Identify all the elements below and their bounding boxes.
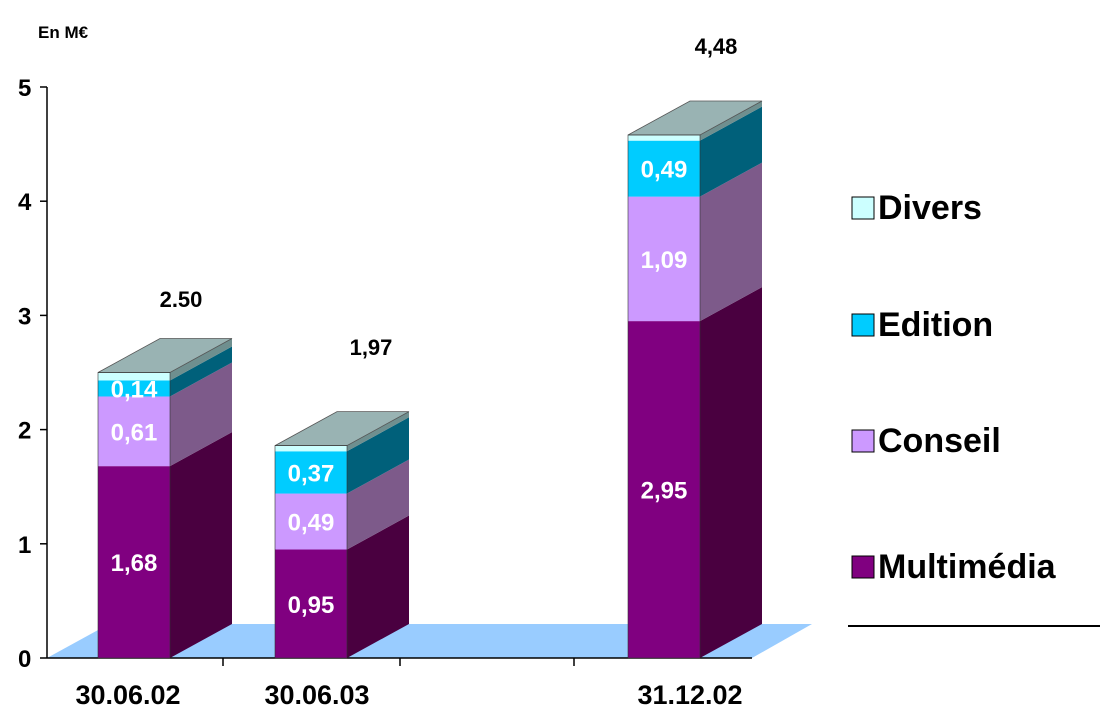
legend-label: Multimédia xyxy=(878,548,1057,586)
bar-outline xyxy=(97,372,171,659)
bar-segment-multimedia-side xyxy=(347,515,409,658)
bar-segment-conseil-front xyxy=(275,493,347,550)
data-label-conseil: 0,61 xyxy=(111,419,158,446)
bar-segment-multimedia-side xyxy=(700,287,762,658)
bar-segment-divers-side xyxy=(170,338,232,381)
bar-segment-edition-front xyxy=(628,140,700,197)
legend-item-edition: Edition xyxy=(851,306,993,344)
y-tick-label: 2 xyxy=(18,418,31,445)
x-tick-label: 30.06.03 xyxy=(264,680,369,708)
bar-segment-divers-front xyxy=(98,372,170,381)
x-tick-label: 30.06.02 xyxy=(75,680,180,708)
bar-outline xyxy=(274,445,348,659)
bar-segment-edition-side xyxy=(347,417,409,494)
bar-stack-31-12-02 xyxy=(627,100,763,659)
bar-segment-multimedia-side xyxy=(170,432,232,658)
y-tick-label: 4 xyxy=(18,189,32,216)
data-label-edition: 0,14 xyxy=(111,376,158,403)
y-tick-label: 0 xyxy=(18,646,31,673)
legend-label: Conseil xyxy=(878,422,1001,460)
bar-segment-conseil-front xyxy=(628,196,700,322)
bar-stack-30-06-02 xyxy=(97,338,233,659)
y-tick-label: 3 xyxy=(18,303,31,330)
bar-segment-edition-side xyxy=(700,106,762,197)
chart-floor xyxy=(47,624,812,658)
total-label: 2.50 xyxy=(160,287,203,312)
legend-swatch xyxy=(851,313,875,337)
bar-segment-edition-front xyxy=(275,451,347,494)
legend-swatch xyxy=(851,429,875,453)
data-label-conseil: 1,09 xyxy=(641,247,688,274)
legend-swatch xyxy=(851,555,875,579)
bar-segment-multimedia-front xyxy=(98,466,170,658)
bar-segment-conseil-side xyxy=(347,459,409,550)
y-tick-label: 1 xyxy=(18,532,31,559)
unit-label: En M€ xyxy=(38,23,89,42)
bar-segment-divers-side xyxy=(700,100,762,141)
y-tick-label: 5 xyxy=(18,75,31,102)
legend-swatch xyxy=(851,196,875,220)
bar-segment-conseil-side xyxy=(700,162,762,322)
data-label-conseil: 0,49 xyxy=(288,510,335,537)
bar-segment-multimedia-front xyxy=(275,549,347,658)
bar-stack-30-06-03 xyxy=(274,411,410,659)
data-label-multimedia: 1,68 xyxy=(111,550,158,577)
legend-item-divers: Divers xyxy=(851,189,982,227)
total-label: 1,97 xyxy=(350,335,393,360)
bar-segment-divers-side xyxy=(347,411,409,452)
legend-item-multimedia: Multimédia xyxy=(851,548,1057,586)
data-label-multimedia: 0,95 xyxy=(288,592,335,619)
bar-segment-multimedia-front xyxy=(628,321,700,658)
total-label: 4,48 xyxy=(695,34,738,59)
bar-outline xyxy=(627,134,701,659)
bar-segment-conseil-side xyxy=(170,362,232,467)
data-label-multimedia: 2,95 xyxy=(641,478,688,505)
legend-item-conseil: Conseil xyxy=(851,422,1001,460)
bar-segment-divers-front xyxy=(628,134,700,141)
data-label-edition: 0,37 xyxy=(288,460,335,487)
bar-segment-edition-front xyxy=(98,380,170,397)
bar-segment-edition-side xyxy=(170,346,232,397)
legend-label: Divers xyxy=(878,189,982,227)
legend-label: Edition xyxy=(878,306,993,344)
x-tick-label: 31.12.02 xyxy=(637,680,742,708)
bar-segment-conseil-front xyxy=(98,396,170,467)
bar-segment-divers-front xyxy=(275,445,347,452)
data-label-edition: 0,49 xyxy=(641,157,688,184)
